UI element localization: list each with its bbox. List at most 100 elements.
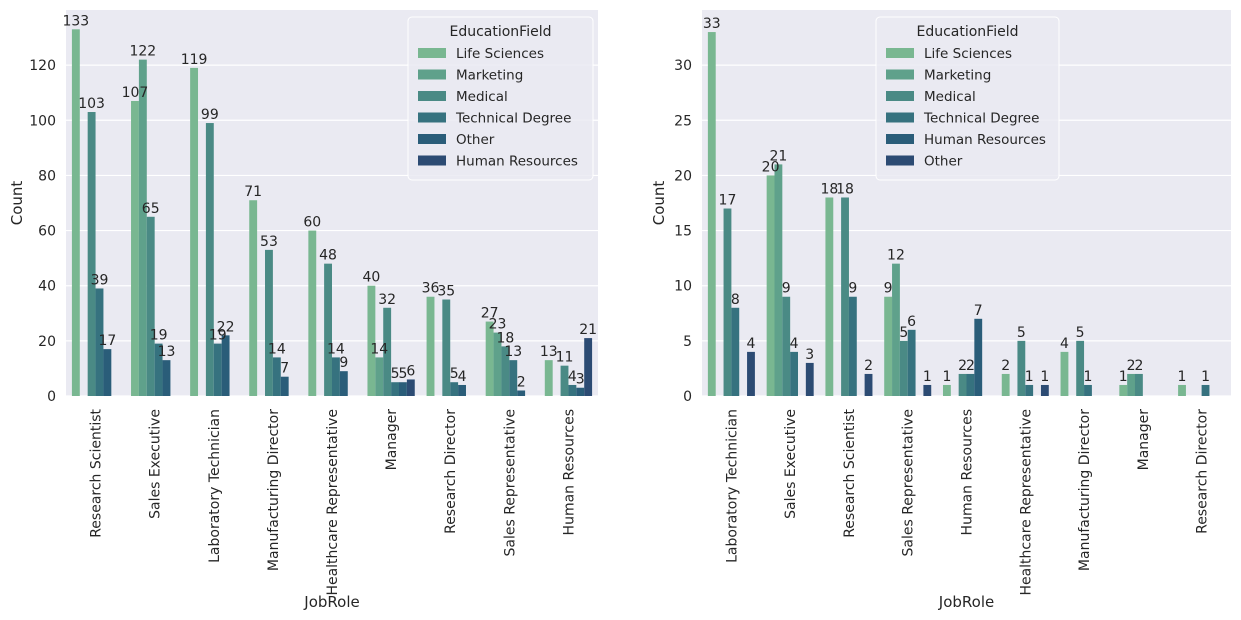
- bar-life-sciences-sales-representative: [485, 321, 494, 396]
- data-label: 9: [884, 281, 893, 297]
- data-label: 18: [836, 181, 854, 197]
- x-tick-label: Manufacturing Director: [266, 409, 282, 571]
- bar-human-resources-human-resources: [584, 338, 593, 396]
- data-label: 21: [579, 322, 597, 338]
- x-axis-label: JobRole: [938, 593, 994, 611]
- legend-item-other: Other: [924, 154, 963, 170]
- data-label: 48: [319, 248, 337, 264]
- data-label: 18: [496, 330, 514, 346]
- legend-item-medical: Medical: [456, 89, 508, 105]
- bar-medical-human-resources: [560, 365, 569, 396]
- bar-medical-laboratory-technician: [205, 123, 214, 397]
- x-tick-label: Sales Representative: [502, 409, 518, 557]
- data-label: 103: [78, 96, 105, 112]
- data-label: 5: [899, 325, 908, 341]
- bar-life-sciences-healthcare-representative: [308, 230, 317, 396]
- bar-other-sales-representative: [517, 390, 526, 396]
- bar-other-healthcare-representative: [339, 371, 348, 396]
- x-tick-label: Manager: [384, 409, 400, 471]
- bar-medical-human-resources: [958, 373, 967, 396]
- data-label: 17: [719, 193, 737, 209]
- bar-life-sciences-healthcare-representative: [1001, 373, 1010, 396]
- data-label: 1: [1201, 369, 1210, 385]
- bar-technical-degree-human-resources: [966, 373, 975, 396]
- data-label: 7: [280, 361, 289, 377]
- data-label: 22: [217, 319, 235, 335]
- bar-marketing-manager: [375, 357, 384, 396]
- data-labels: 1331071197160403627131221423103659953483…: [62, 13, 597, 390]
- y-tick-label: 20: [38, 334, 56, 350]
- data-label: 11: [556, 350, 574, 366]
- bar-life-sciences-manager: [1119, 384, 1128, 396]
- data-label: 2: [1127, 358, 1136, 374]
- data-label: 2: [1134, 358, 1143, 374]
- bar-life-sciences-human-resources: [544, 360, 553, 396]
- legend-swatch-marketing: [418, 69, 446, 80]
- data-label: 1: [1025, 369, 1034, 385]
- bar-other-research-scientist: [103, 349, 112, 396]
- legend-box: [407, 16, 594, 181]
- data-label: 33: [703, 16, 721, 32]
- legend-item-technical-degree: Technical Degree: [455, 111, 571, 127]
- data-label: 40: [362, 270, 380, 286]
- bar-medical-laboratory-technician: [723, 208, 732, 396]
- data-label: 36: [422, 281, 440, 297]
- bar-medical-healthcare-representative: [324, 263, 332, 396]
- x-tick-label: Research Scientist: [842, 408, 858, 537]
- bar-technical-degree-research-scientist: [95, 288, 104, 396]
- data-label: 14: [327, 341, 345, 357]
- data-label: 12: [887, 248, 905, 264]
- data-label: 20: [762, 159, 780, 175]
- bar-technical-degree-manager: [391, 382, 399, 396]
- data-label: 3: [805, 347, 814, 363]
- legend-title: EducationField: [449, 24, 551, 40]
- bar-other-sales-executive: [805, 362, 814, 396]
- data-label: 4: [568, 369, 577, 385]
- data-label: 9: [848, 281, 857, 297]
- data-label: 1: [1084, 369, 1093, 385]
- bar-medical-healthcare-representative: [1017, 340, 1026, 396]
- bar-technical-degree-research-director: [450, 382, 459, 396]
- legend: EducationField Life Sciences Marketing Medi…: [875, 16, 1060, 181]
- y-tick-label: 30: [674, 58, 692, 74]
- x-tick-label: Laboratory Technician: [724, 409, 740, 563]
- data-label: 1: [923, 369, 932, 385]
- x-tick-label: Healthcare Representative: [1018, 409, 1034, 596]
- data-label: 17: [98, 333, 116, 349]
- bar-technical-degree-sales-representative: [907, 329, 916, 396]
- legend-item-technical-degree: Technical Degree: [923, 111, 1039, 127]
- y-tick-label: 60: [38, 224, 56, 240]
- data-label: 32: [378, 292, 396, 308]
- bar-medical-research-director: [442, 299, 451, 396]
- legend-item-medical: Medical: [924, 89, 976, 105]
- y-tick-label: 25: [674, 113, 692, 129]
- x-tick-label: Research Director: [443, 409, 459, 534]
- x-tick-label: Human Resources: [960, 409, 976, 535]
- legend-box: [875, 16, 1060, 181]
- data-label: 99: [201, 107, 219, 123]
- data-label: 1: [1178, 369, 1187, 385]
- data-label: 18: [820, 181, 838, 197]
- bar-technical-degree-research-director: [1201, 384, 1210, 396]
- bar-technical-degree-research-scientist: [848, 296, 857, 396]
- data-label: 13: [540, 344, 558, 360]
- chart-left: 0204060801001201331071197160403627131221…: [8, 10, 598, 611]
- x-tick-label: Manager: [1136, 409, 1152, 471]
- data-label: 4: [458, 369, 467, 385]
- bar-medical-sales-executive: [146, 216, 155, 396]
- legend-item-other: Other: [456, 132, 495, 148]
- bar-medical-sales-representative: [899, 340, 908, 396]
- legend: EducationField Life Sciences Marketing Medi…: [407, 16, 594, 181]
- x-tick-label: Research Director: [1195, 409, 1211, 534]
- bar-other-research-scientist: [864, 373, 873, 396]
- bar-medical-research-scientist: [87, 112, 96, 396]
- bar-other-research-director: [458, 384, 466, 396]
- bar-life-sciences-manufacturing-director: [249, 200, 258, 396]
- bar-life-sciences-research-scientist: [71, 29, 80, 397]
- bar-other-manager: [398, 382, 407, 396]
- bar-life-sciences-manufacturing-director: [1060, 351, 1069, 396]
- data-label: 2: [864, 358, 873, 374]
- data-label: 1: [1040, 369, 1049, 385]
- bar-medical-manager: [383, 307, 392, 396]
